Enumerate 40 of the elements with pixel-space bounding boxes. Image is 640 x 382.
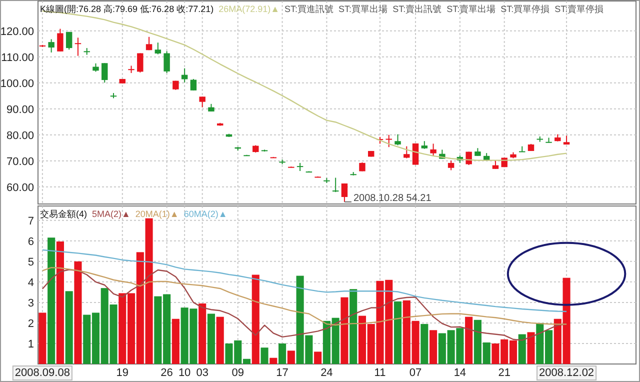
y-tick-label: 3	[28, 297, 34, 310]
x-tick-label: 11	[374, 367, 386, 379]
legend: 20MA(1)▲	[135, 209, 179, 219]
y-tick-label: 6	[28, 236, 34, 248]
y-tick-label: 7	[28, 215, 34, 228]
y-tick-label: 110.00	[1, 52, 34, 64]
y-tick-label: 100.00	[0, 78, 34, 90]
annotation: 2008.10.28 54.21	[353, 192, 432, 204]
x-tick-label: 24	[320, 367, 333, 379]
x-tick-label: 26	[160, 367, 173, 379]
y-tick-label: 5	[28, 256, 34, 268]
y-tick-label: 70.00	[6, 156, 34, 168]
y-tick-label: 2	[28, 318, 34, 330]
y-tick-label: 120.00	[0, 26, 34, 38]
title: 交易金額(4)	[40, 209, 87, 219]
y-tick-label: 90.00	[6, 104, 34, 116]
x-tick-label: 19	[116, 367, 129, 379]
legend: 60MA(2)▲	[184, 209, 228, 219]
x-tick-label: 07	[409, 367, 422, 379]
annotation: ST:買單停損	[500, 4, 550, 14]
annotation: ST:買單出場	[338, 4, 388, 14]
x-tick-label: 21	[498, 367, 510, 379]
x-tick-label: 03	[196, 367, 208, 379]
legend: 5MA(2)▲	[92, 209, 130, 219]
legend: 26MA(72.91)▲	[218, 4, 280, 14]
annotation: ST:買進訊號	[284, 4, 334, 14]
x-tick-label: 17	[276, 367, 288, 379]
y-tick-label: 80.00	[6, 130, 34, 142]
y-tick-label: 4	[28, 276, 34, 289]
x-tick-label: 2008.09.08	[14, 367, 70, 379]
y-tick-label: 60.00	[6, 182, 34, 194]
y-tick-label: 1	[28, 338, 34, 350]
x-tick-label: 09	[232, 367, 244, 379]
annotation: ST:賣單出場	[446, 4, 496, 14]
title: K線圖(開:76.28 高:79.69 低:76.28 收:77.21)	[40, 4, 214, 14]
x-tick-label: 10	[178, 367, 191, 379]
annotation: ST:賣單停損	[554, 4, 604, 14]
annotation: ST:賣出訊號	[392, 4, 442, 14]
x-tick-label: 14	[454, 367, 466, 379]
x-tick-label: 2008.12.02	[539, 367, 594, 379]
